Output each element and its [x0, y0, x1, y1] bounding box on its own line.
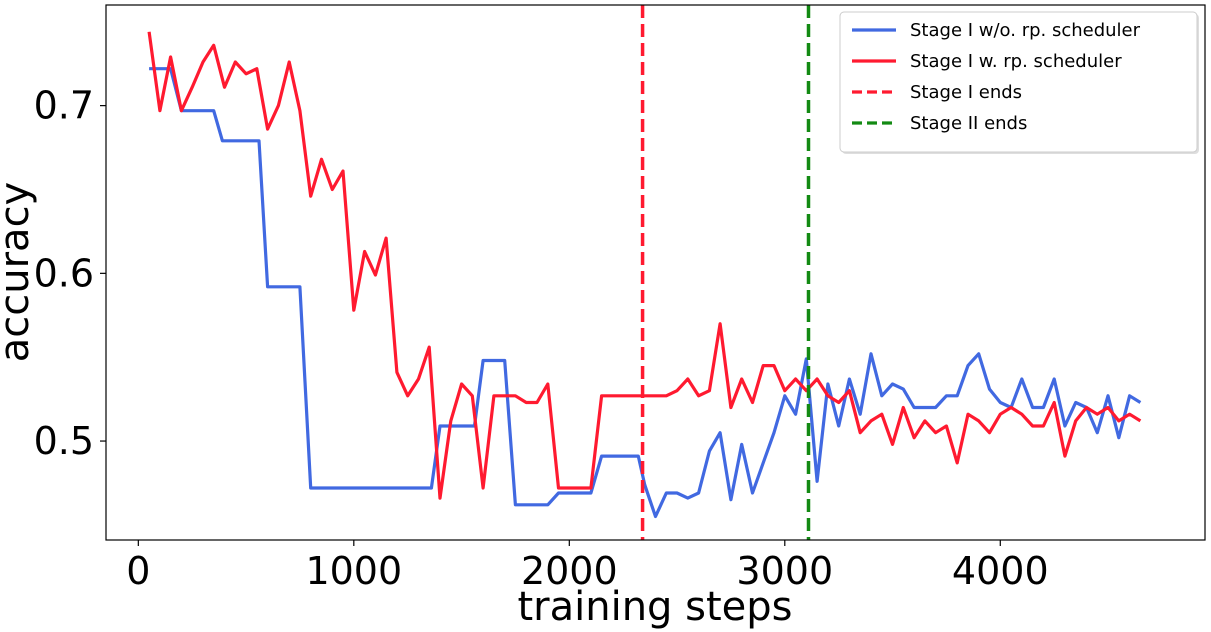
x-axis: 0 1000 2000 3000 4000 — [126, 540, 1049, 593]
legend-label-stage-ii-ends: Stage II ends — [910, 113, 1027, 134]
y-axis-label: accuracy — [0, 182, 38, 362]
y-tick-label: 0.7 — [34, 84, 94, 128]
legend: Stage I w/o. rp. scheduler Stage I w. rp.… — [839, 11, 1199, 154]
legend-box — [839, 11, 1198, 153]
legend-label-stage-i-w-o-rp-scheduler: Stage I w/o. rp. scheduler — [910, 20, 1141, 41]
x-tick-label: 1000 — [305, 549, 402, 593]
y-tick-label: 0.5 — [34, 419, 94, 463]
x-tick-label: 0 — [126, 549, 150, 593]
series-line-stage-i-w-o-rp-scheduler — [149, 67, 1142, 519]
x-tick-label: 3000 — [736, 549, 833, 593]
x-tick-label: 2000 — [521, 549, 618, 593]
x-axis-label: training steps — [517, 584, 792, 630]
reference-lines-layer — [640, 5, 811, 540]
legend-label-stage-i-ends: Stage I ends — [910, 82, 1022, 103]
x-tick-label: 4000 — [952, 549, 1049, 593]
series-layer — [147, 31, 1142, 519]
y-axis: 0.5 0.6 0.7 — [34, 84, 106, 463]
plot-frame — [105, 4, 1206, 541]
legend-label-stage-i-w-rp-scheduler: Stage I w. rp. scheduler — [910, 51, 1122, 72]
series-line-stage-i-w-rp-scheduler — [147, 31, 1142, 500]
y-tick-label: 0.6 — [34, 251, 94, 295]
